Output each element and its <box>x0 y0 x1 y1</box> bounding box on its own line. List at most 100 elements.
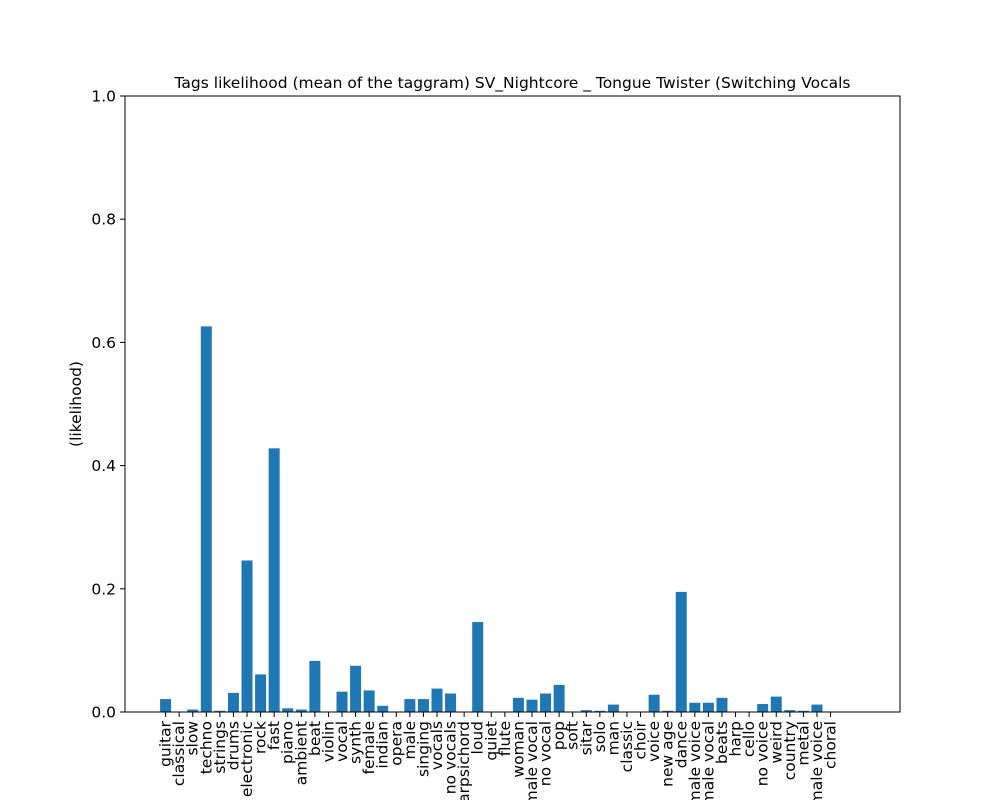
bar-drums <box>227 692 239 712</box>
bar-male-vocal <box>526 699 538 712</box>
bar-sitar <box>580 710 592 712</box>
x-tick-label: quiet <box>482 721 500 761</box>
bar-vocals <box>431 688 443 712</box>
bar-metal <box>797 710 809 712</box>
x-axis: guitarclassicalslowtechnostringsdrumsele… <box>157 712 840 800</box>
bar-guitar <box>160 699 172 712</box>
bar-female-voice <box>811 704 823 712</box>
bar-synth <box>350 665 362 712</box>
bar-piano <box>282 708 294 712</box>
y-tick-label: 0.4 <box>91 457 116 475</box>
bar-electronic <box>241 560 253 712</box>
x-tick-label: solo <box>591 721 609 752</box>
x-tick-label: harp <box>727 721 745 757</box>
x-tick-label: choir <box>632 720 650 759</box>
x-tick-label: fast <box>265 721 283 750</box>
bar-singing <box>417 699 429 712</box>
x-tick-label: female voice <box>808 721 826 800</box>
x-tick-label: soft <box>564 721 582 750</box>
x-tick-label: sitar <box>577 720 595 755</box>
bar-country <box>784 710 796 712</box>
x-tick-label: rock <box>252 721 270 754</box>
x-tick-label: ambient <box>292 721 310 785</box>
x-tick-label: male voice <box>686 721 704 800</box>
bar-no-voice <box>757 703 769 712</box>
x-tick-label: female <box>360 721 378 774</box>
x-tick-label: techno <box>197 721 215 774</box>
x-tick-label: piano <box>279 721 297 764</box>
bar-beat <box>309 660 321 712</box>
x-tick-label: no voice <box>754 721 772 786</box>
bar-ambient <box>295 709 307 712</box>
x-tick-label: woman <box>509 721 527 778</box>
x-tick-label: man <box>604 721 622 755</box>
x-tick-label: flute <box>496 721 514 756</box>
x-tick-label: dance <box>672 721 690 768</box>
bar-no-vocals <box>445 693 457 712</box>
x-tick-label: synth <box>347 721 365 764</box>
bar-man <box>607 704 619 712</box>
x-tick-label: slow <box>184 721 202 756</box>
y-tick-label: 0.6 <box>91 334 116 352</box>
x-tick-label: strings <box>211 721 229 774</box>
bar-pop <box>553 684 565 712</box>
x-tick-label: new age <box>659 721 677 787</box>
bar-strings <box>214 710 226 712</box>
bar-woman <box>512 697 524 712</box>
y-axis-label: (likelihood) <box>67 361 85 447</box>
x-tick-label: no vocal <box>537 721 555 786</box>
bar-solo <box>594 710 606 712</box>
x-tick-label: no vocals <box>442 721 460 794</box>
plot-frame <box>124 95 901 713</box>
x-tick-label: cello <box>740 721 758 757</box>
bar-male-voice <box>689 702 701 712</box>
x-tick-label: choral <box>822 721 840 769</box>
bar-rock <box>255 674 267 712</box>
x-tick-label: electronic <box>238 721 256 797</box>
bar-new-age <box>662 710 674 712</box>
x-tick-label: weird <box>767 721 785 763</box>
bars <box>160 326 823 712</box>
bar-loud <box>472 622 484 712</box>
y-axis: 0.0 0.2 0.4 0.6 0.8 1.0 <box>91 88 125 722</box>
y-tick-label: 1.0 <box>91 88 116 106</box>
x-tick-label: country <box>781 721 799 780</box>
x-tick-label: male <box>401 721 419 759</box>
y-tick-label: 0.0 <box>91 704 116 722</box>
x-tick-label: metal <box>794 721 812 766</box>
bar-slow <box>187 709 199 712</box>
bar-voice <box>648 694 660 712</box>
x-tick-label: loud <box>469 721 487 754</box>
y-tick-label: 0.2 <box>91 580 116 598</box>
bar-beats <box>716 697 728 712</box>
x-tick-label: drums <box>224 721 242 770</box>
bar-dance <box>675 591 687 712</box>
bar-male <box>404 699 416 712</box>
x-tick-label: opera <box>387 721 405 766</box>
x-tick-label: classical <box>170 721 188 786</box>
bar-vocal <box>336 691 348 712</box>
x-tick-label: guitar <box>157 720 175 767</box>
x-tick-label: classic <box>618 721 636 772</box>
x-tick-label: vocals <box>428 721 446 770</box>
bar-fast <box>268 448 280 712</box>
x-tick-label: beats <box>713 721 731 764</box>
x-tick-label: female vocal <box>699 721 717 800</box>
x-tick-label: pop <box>550 721 568 750</box>
x-tick-label: voice <box>645 721 663 762</box>
x-tick-label: vocal <box>333 721 351 762</box>
y-tick-label: 0.8 <box>91 211 116 229</box>
chart-title: Tags likelihood (mean of the taggram) SV… <box>174 74 851 93</box>
bar-indian <box>377 705 389 712</box>
bar-female <box>363 690 375 712</box>
x-tick-label: indian <box>374 721 392 769</box>
bar-weird <box>770 696 782 712</box>
bar-techno <box>200 326 212 712</box>
x-tick-label: beat <box>306 721 324 756</box>
x-tick-label: harpsichord <box>455 721 473 800</box>
x-tick-label: male vocal <box>523 721 541 800</box>
bar-female-vocal <box>702 702 714 712</box>
x-tick-label: violin <box>319 721 337 762</box>
x-tick-label: singing <box>414 721 432 777</box>
